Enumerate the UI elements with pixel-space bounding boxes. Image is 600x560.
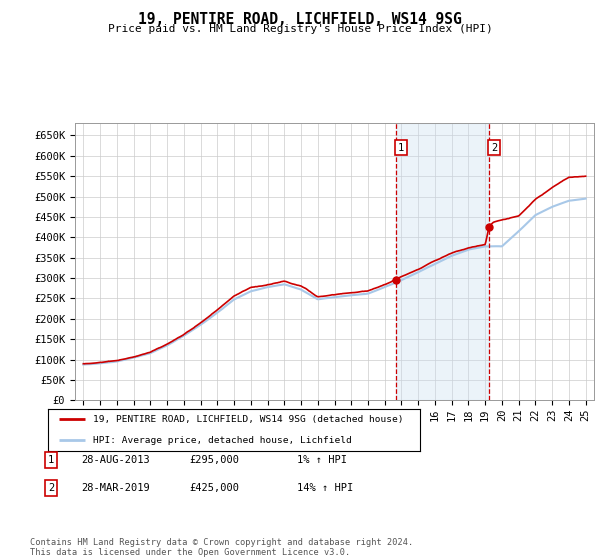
Text: Price paid vs. HM Land Registry's House Price Index (HPI): Price paid vs. HM Land Registry's House … <box>107 24 493 34</box>
Text: 1: 1 <box>398 143 404 153</box>
Text: 19, PENTIRE ROAD, LICHFIELD, WS14 9SG (detached house): 19, PENTIRE ROAD, LICHFIELD, WS14 9SG (d… <box>92 415 403 424</box>
Text: HPI: Average price, detached house, Lichfield: HPI: Average price, detached house, Lich… <box>92 436 352 445</box>
Text: 28-AUG-2013: 28-AUG-2013 <box>81 455 150 465</box>
Text: 19, PENTIRE ROAD, LICHFIELD, WS14 9SG: 19, PENTIRE ROAD, LICHFIELD, WS14 9SG <box>138 12 462 27</box>
Bar <box>396 123 489 400</box>
Text: 14% ↑ HPI: 14% ↑ HPI <box>297 483 353 493</box>
Text: 2: 2 <box>48 483 54 493</box>
Text: Contains HM Land Registry data © Crown copyright and database right 2024.
This d: Contains HM Land Registry data © Crown c… <box>30 538 413 557</box>
Text: £425,000: £425,000 <box>189 483 239 493</box>
Text: 1: 1 <box>48 455 54 465</box>
Text: 28-MAR-2019: 28-MAR-2019 <box>81 483 150 493</box>
Text: £295,000: £295,000 <box>189 455 239 465</box>
Text: 2: 2 <box>491 143 497 153</box>
Text: 1% ↑ HPI: 1% ↑ HPI <box>297 455 347 465</box>
